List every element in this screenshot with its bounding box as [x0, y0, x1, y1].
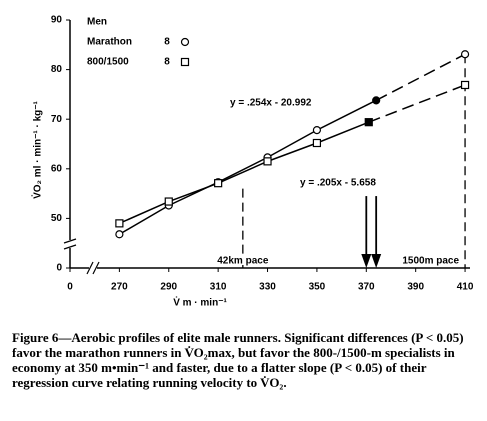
legend-label: 800/1500: [87, 57, 129, 68]
x-tick-label: 0: [67, 282, 73, 293]
y-tick-label: 60: [51, 163, 63, 174]
marker: [460, 80, 470, 90]
marker: [372, 96, 381, 105]
marker: [115, 230, 124, 239]
marker: [263, 157, 272, 166]
chart: Men y = .254x - 20.992 y = .205x - 5.658…: [31, 15, 474, 309]
x-tick-label: 410: [457, 282, 474, 293]
x-tick-label: 350: [309, 282, 326, 293]
axis-break: [86, 261, 94, 275]
projection-line: [375, 53, 466, 102]
x-tick-label: 390: [407, 282, 424, 293]
legend-marker: [180, 37, 190, 47]
legend-title: Men: [87, 17, 107, 28]
x-tick-label: 290: [160, 282, 177, 293]
marker: [312, 126, 322, 135]
arrow-head: [371, 254, 382, 268]
reference-label: 42km pace: [217, 256, 269, 267]
y-tick-label: 90: [51, 15, 63, 26]
axis-break: [89, 262, 97, 274]
y-tick-label: 70: [51, 114, 63, 125]
x-tick-label: 270: [111, 282, 128, 293]
reference-label: 1500m pace: [402, 256, 459, 267]
y-axis-title: V̇O₂ ml · min⁻¹ · kg⁻¹: [31, 100, 43, 198]
legend-marker: [180, 57, 190, 67]
x-tick-label: 310: [210, 282, 227, 293]
y-tick-label: 0: [56, 263, 62, 274]
legend-count: 8: [164, 57, 170, 68]
annotation: y = .254x - 20.992: [230, 98, 312, 109]
x-axis-title: V̇ m · min⁻¹: [173, 296, 227, 308]
axis-break: [63, 238, 77, 244]
projection-line: [368, 84, 466, 123]
marker: [115, 219, 124, 228]
marker: [164, 197, 173, 206]
marker: [460, 50, 470, 59]
y-tick-label: 80: [51, 64, 63, 75]
marker: [364, 118, 373, 127]
legend-count: 8: [164, 37, 170, 48]
marker: [312, 138, 322, 148]
legend-label: Marathon: [87, 37, 132, 48]
y-tick-label: 50: [51, 213, 63, 224]
axis-break: [64, 240, 76, 248]
arrow-head: [361, 254, 372, 268]
caption: Figure 6—Aerobic profiles of elite male …: [12, 330, 464, 390]
axis-break: [92, 261, 100, 275]
series-line: [119, 99, 377, 235]
x-tick-label: 330: [259, 282, 276, 293]
series-line: [119, 121, 370, 225]
axis-break: [63, 244, 77, 250]
annotation: y = .205x - 5.658: [300, 178, 376, 189]
marker: [214, 179, 223, 188]
x-tick-label: 370: [358, 282, 375, 293]
